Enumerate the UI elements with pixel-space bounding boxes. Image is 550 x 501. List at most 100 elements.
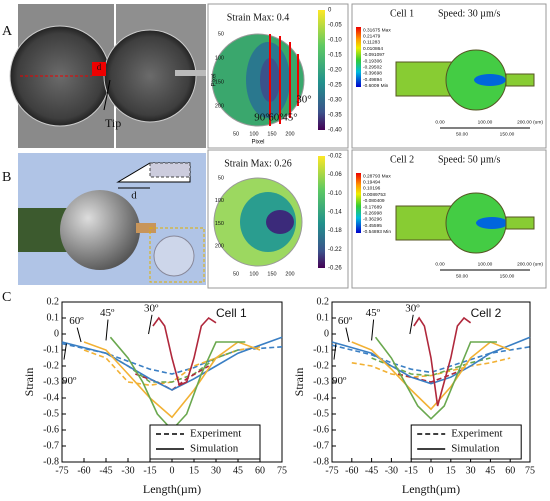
y-axis-label: Strain — [292, 368, 306, 397]
x-tick-label: 15 — [446, 465, 456, 476]
series-line — [371, 357, 491, 377]
pipette — [136, 223, 156, 233]
tip-label: Tip — [105, 116, 121, 130]
legend-label: Simulation — [451, 443, 500, 455]
annotation: 90º — [62, 375, 77, 387]
y-tick-label: -0.4 — [313, 392, 329, 403]
colorbar-label: -0.20 — [328, 68, 342, 74]
contour-title: Strain Max: 0.26 — [224, 158, 292, 169]
fea-legend-label: 0.10196 — [363, 186, 381, 192]
y-tick-label: -0.1 — [313, 344, 329, 355]
y-tick-label: -0.3 — [313, 376, 329, 387]
series-line — [351, 341, 511, 411]
legend-box — [410, 424, 522, 460]
fea-legend-label: -0.26998 — [363, 210, 382, 216]
d-label: d — [131, 190, 137, 202]
x-tick-label: 200 — [285, 271, 294, 277]
x-tick-label: 45 — [485, 465, 495, 476]
annotation: 45º — [100, 307, 115, 319]
fea-legend-label: -0.54893 Min — [363, 229, 391, 235]
y-tick-label: 150 — [215, 79, 224, 85]
annotation-arrow — [63, 343, 67, 360]
colorbar-label: 0 — [328, 8, 332, 14]
x-tick-label: 50 — [233, 271, 239, 277]
legend-label: Simulation — [190, 443, 239, 455]
annotation-arrow — [371, 319, 375, 341]
fea-speed: Speed: 30 µm/s — [438, 8, 501, 19]
colorbar-label: -0.25 — [328, 83, 342, 89]
y-tick-label: 200 — [215, 243, 224, 249]
annotation-arrow — [148, 314, 153, 335]
fea-speed: Speed: 50 µm/s — [438, 154, 501, 165]
sphere — [60, 190, 140, 270]
y-tick-label: 150 — [215, 221, 224, 227]
colorbar-label: -0.10 — [328, 38, 342, 44]
y-tick-label: 200 — [215, 103, 224, 109]
x-tick-label: 150 — [267, 271, 276, 277]
series-line — [109, 336, 246, 432]
scale-label: 200.00 (um) — [517, 261, 543, 267]
series-line — [351, 357, 511, 379]
y-tick-label: -0.5 — [43, 408, 59, 419]
series-line — [397, 368, 465, 383]
colorbar — [318, 10, 325, 130]
x-tick-label: -30 — [121, 465, 134, 476]
colorbar-label: -0.30 — [328, 98, 342, 104]
colorbar-label: -0.06 — [328, 172, 342, 178]
y-tick-label: -0.8 — [313, 456, 329, 467]
y-tick-label: 50 — [218, 31, 224, 37]
x-tick-label: 60 — [505, 465, 515, 476]
inset-sphere — [153, 235, 195, 277]
fea-legend-label: -0.29502 — [363, 64, 382, 70]
fea-legend-label: 0.0089753 — [363, 192, 386, 198]
x-tick-label: 0 — [429, 465, 434, 476]
colorbar — [318, 156, 325, 268]
fea-colorbar — [356, 27, 361, 87]
series-line — [374, 336, 497, 420]
fea-legend-label: -0.091097 — [363, 52, 385, 58]
d-label: d — [97, 62, 102, 72]
fea-colorbar — [356, 173, 361, 233]
colorbar-label: -0.40 — [328, 128, 342, 134]
fea-legend-label: -0.080409 — [363, 198, 385, 204]
fea-legend-label: -0.17689 — [363, 204, 382, 210]
angle-label: 60° — [268, 112, 283, 124]
y-tick-label: -0.4 — [43, 392, 59, 403]
fea-legend-label: 0.010864 — [363, 46, 383, 52]
x-tick-label: 150 — [267, 131, 276, 137]
x-tick-label: 0 — [170, 465, 175, 476]
y-tick-label: 0.1 — [317, 312, 330, 323]
fea-legend-label: -0.49894 — [363, 77, 382, 83]
angle-label: 90° — [254, 112, 269, 124]
micropipette — [175, 70, 206, 76]
scale-label: 200.00 (um) — [517, 119, 543, 125]
x-tick-label: 100 — [249, 131, 258, 137]
y-tick-label: 0.1 — [47, 312, 60, 323]
series-line — [413, 316, 472, 407]
x-tick-label: -60 — [77, 465, 90, 476]
annotation-arrow — [333, 343, 337, 360]
axis-label: Pixel — [251, 140, 264, 146]
scale-label: 50.00 — [456, 131, 468, 137]
annotation: 45º — [366, 307, 381, 319]
x-tick-label: 30 — [466, 465, 476, 476]
d-box — [92, 62, 106, 76]
annotation: 60º — [69, 315, 84, 327]
contour — [266, 210, 294, 234]
annotation: 90º — [332, 375, 347, 387]
colorbar-label: -0.18 — [328, 228, 342, 234]
series-line — [152, 316, 217, 387]
scale-label: 0.00 — [435, 261, 445, 267]
annotation: 60º — [338, 315, 353, 327]
fea-pipette — [505, 73, 535, 87]
fea-legend-label: -0.6009 Min — [363, 83, 389, 89]
scale-label: 150.00 — [500, 273, 515, 279]
x-tick-label: -45 — [365, 465, 378, 476]
x-tick-label: 50 — [233, 131, 239, 137]
x-tick-label: 45 — [233, 465, 243, 476]
inset-shape — [149, 162, 191, 178]
y-axis-label: Strain — [22, 368, 36, 397]
annotation-arrow — [409, 314, 414, 335]
annotation-arrow — [105, 319, 109, 341]
